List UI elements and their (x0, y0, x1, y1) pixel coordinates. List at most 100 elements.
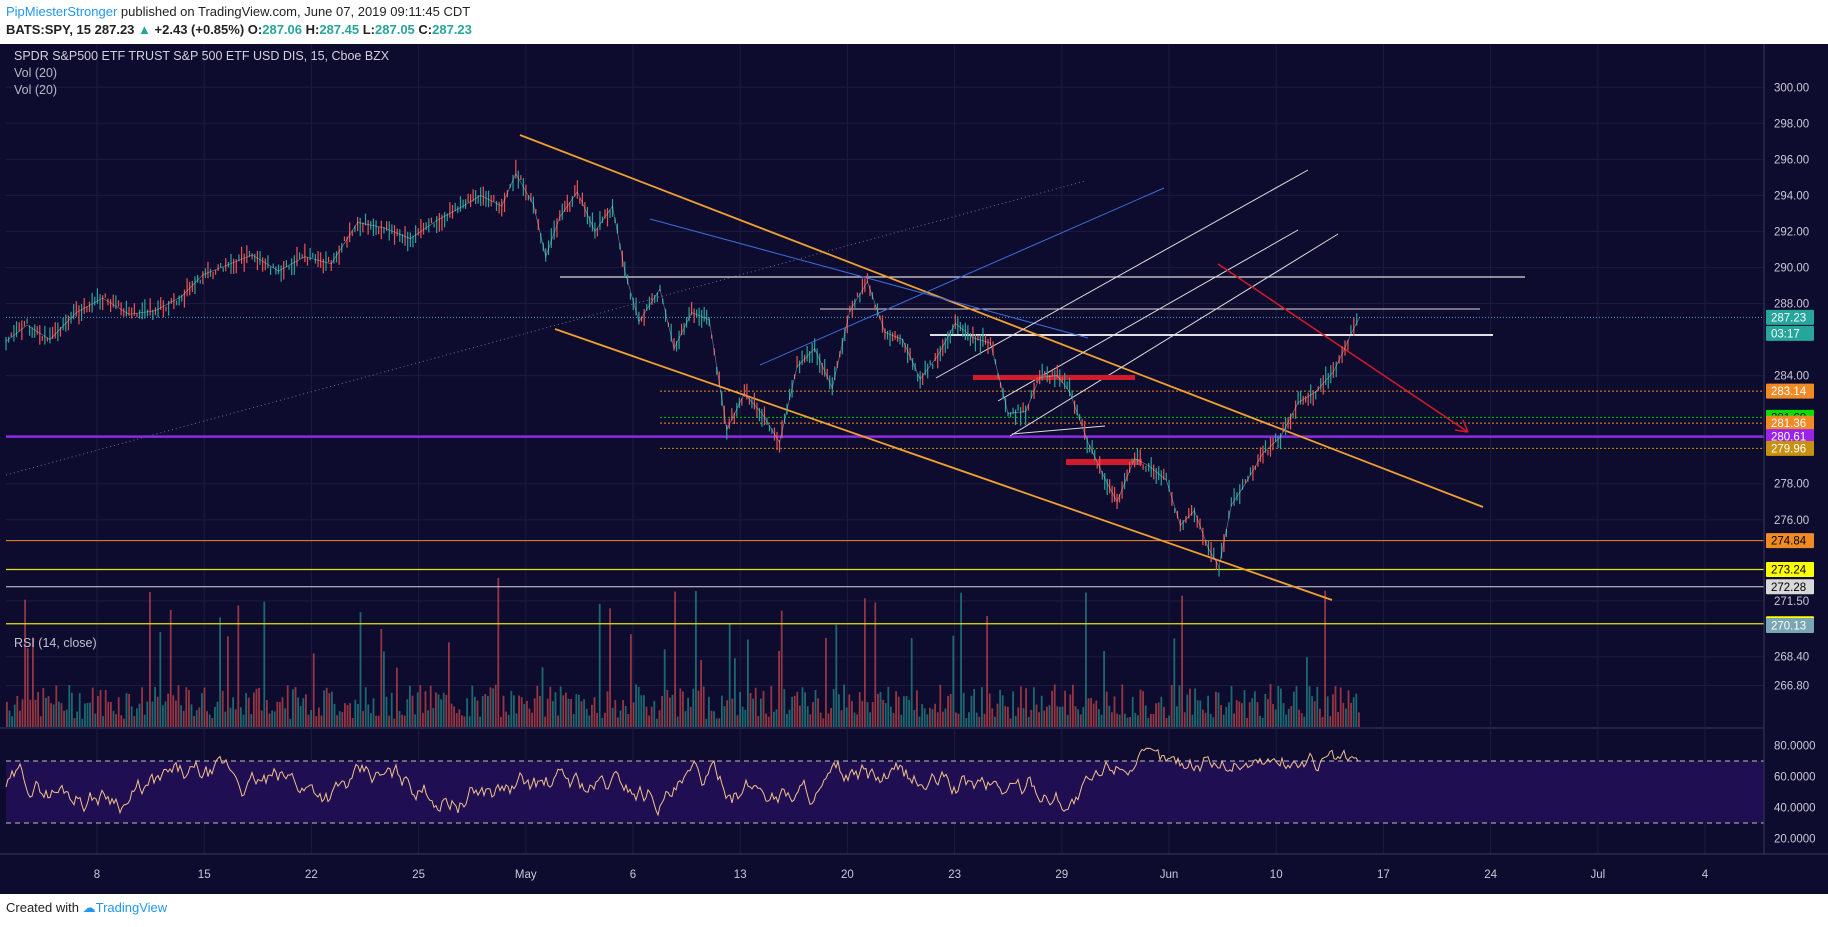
volume-bar (138, 703, 141, 727)
volume-legend-1: Vol (20) (14, 66, 57, 80)
volume-bar (606, 691, 609, 727)
volume-bar (71, 692, 73, 727)
volume-bar (1040, 695, 1043, 727)
volume-bar (978, 716, 981, 727)
volume-bar (1358, 712, 1360, 727)
volume-bar (1215, 691, 1217, 727)
volume-bar (237, 605, 240, 727)
volume-bar (240, 707, 242, 727)
price-chart[interactable]: 300.00 298.00 296.00 294.00 292.00 290.00 288.… (0, 44, 1828, 894)
volume-bar (328, 693, 331, 727)
volume-bar (1001, 695, 1004, 727)
volume-bar (996, 703, 999, 727)
volume-bar (1254, 691, 1256, 727)
volume-bar (666, 689, 669, 727)
volume-bar (874, 602, 877, 727)
price-badge: 272.28 (1766, 579, 1814, 595)
tradingview-brand[interactable]: TradingView (95, 900, 168, 915)
y-tick-label: 296.00 (1774, 154, 1809, 166)
volume-bar (838, 694, 840, 727)
volume-bar (1046, 706, 1048, 727)
volume-bar (757, 716, 760, 727)
volume-bar (442, 692, 445, 727)
volume-bar (411, 695, 414, 727)
price-badge: 281.36 (1766, 415, 1814, 431)
volume-bar (24, 599, 26, 727)
volume-bar (567, 698, 570, 727)
volume-bar (325, 687, 328, 727)
volume-bar (970, 695, 973, 727)
volume-bar (364, 687, 367, 727)
volume-bar (791, 696, 793, 727)
volume-bar (1004, 705, 1007, 727)
volume-bar (949, 693, 952, 727)
price-badge-label: 273.24 (1771, 564, 1807, 576)
close-label: C: (418, 22, 433, 37)
volume-bar (1009, 718, 1012, 727)
volume-bar (523, 703, 526, 727)
volume-bar (775, 709, 778, 727)
x-tick-label: 4 (1702, 869, 1709, 881)
volume-bar (1007, 706, 1009, 727)
volume-bar (242, 714, 245, 727)
volume-bar (1319, 708, 1321, 727)
volume-bar (16, 695, 19, 727)
tradingview-logo-icon[interactable]: ☁ (82, 900, 96, 915)
volume-bar (1264, 693, 1267, 727)
volume-bar (1147, 717, 1150, 727)
volume-bar (575, 694, 578, 727)
volume-bar (671, 694, 674, 727)
volume-bar (1012, 691, 1014, 727)
volume-bar (78, 693, 81, 727)
volume-bar (102, 716, 104, 727)
volume-bar (1290, 706, 1293, 727)
volume-bar (765, 713, 767, 727)
volume-bar (760, 698, 762, 727)
volume-bar (370, 713, 372, 727)
volume-bar (1189, 688, 1191, 727)
volume-bar (206, 711, 208, 727)
volume-bar (931, 709, 934, 727)
x-tick-label: 20 (841, 869, 854, 881)
volume-bar (1342, 702, 1345, 727)
volume-bar (721, 695, 723, 727)
volume-bar (518, 695, 520, 727)
x-tick-label: May (515, 869, 537, 881)
volume-bar (354, 699, 357, 727)
volume-bar (214, 706, 216, 727)
volume-bar (1064, 690, 1066, 727)
high-value: 287.45 (319, 22, 360, 37)
volume-bar (635, 684, 637, 727)
ohlc-line: BATS:SPY, 15 287.23 ▲ +2.43 (+0.85%) O:2… (6, 22, 472, 37)
volume-bar (713, 711, 715, 727)
volume-bar (344, 703, 346, 727)
x-tick-label: 10 (1270, 869, 1283, 881)
volume-bar (910, 638, 913, 727)
volume-bar (497, 578, 500, 727)
volume-bar (923, 708, 926, 727)
price-badge-label: 280.61 (1771, 432, 1806, 444)
x-tick-label: 8 (94, 869, 100, 881)
price-line (5, 172, 1360, 568)
volume-bar (1105, 691, 1108, 727)
volume-bar (1272, 704, 1274, 727)
volume-bar (858, 692, 861, 727)
volume-bar (692, 688, 695, 727)
volume-bar (544, 716, 546, 727)
volume-bar (952, 635, 955, 727)
volume-bar (1124, 713, 1126, 727)
volume-bar (653, 701, 656, 727)
volume-bar (120, 715, 123, 727)
author-link[interactable]: PipMiesterStronger (6, 4, 118, 19)
volume-bar (570, 699, 572, 727)
price-badge-label: 270.13 (1771, 621, 1806, 633)
chart-header: PipMiesterStronger published on TradingV… (0, 0, 1828, 44)
volume-bar (645, 706, 648, 727)
volume-bars (6, 578, 1360, 727)
volume-bar (549, 686, 552, 727)
volume-bar (479, 716, 481, 727)
volume-bar (349, 703, 351, 727)
volume-bar (1332, 694, 1334, 727)
volume-bar (281, 697, 284, 727)
volume-bar (611, 707, 614, 727)
